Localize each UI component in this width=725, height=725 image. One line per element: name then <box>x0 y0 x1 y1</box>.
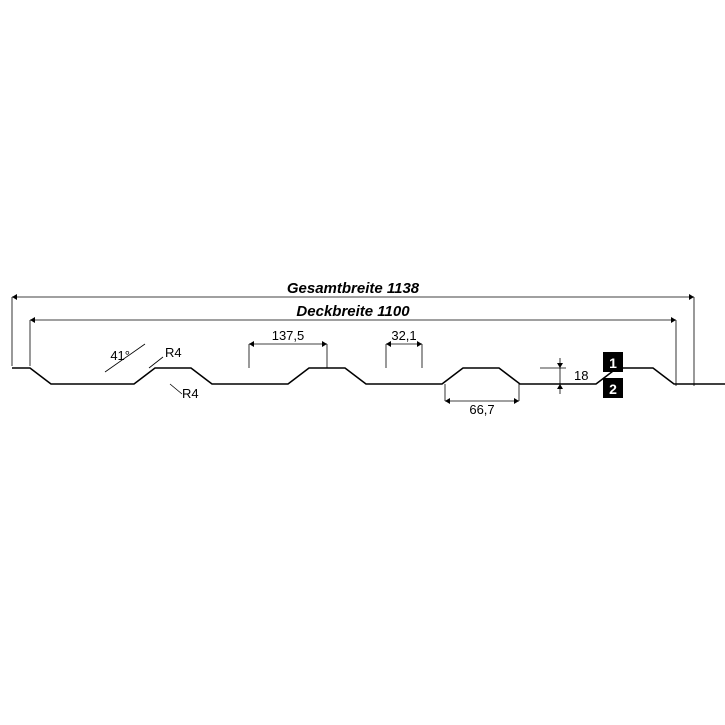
total-width-label: Gesamtbreite 1138 <box>287 280 420 297</box>
dim-top-flat: 32,1 <box>386 328 422 368</box>
top-flat-label: 32,1 <box>391 328 416 343</box>
radius-annotations: R4 R4 <box>149 345 199 401</box>
bottom-flat-label: 66,7 <box>469 402 494 417</box>
side-badges: 1 2 <box>603 352 623 398</box>
profile-diagram: Gesamtbreite 1138 Deckbreite 1100 137,5 … <box>0 0 725 725</box>
angle-label: 41° <box>110 348 130 363</box>
dim-bottom-flat: 66,7 <box>445 384 519 417</box>
cover-width-label: Deckbreite 1100 <box>296 303 410 320</box>
dim-total-width: Gesamtbreite 1138 <box>12 280 694 386</box>
badge-1-label: 1 <box>609 355 617 371</box>
radius-top-label: R4 <box>165 345 182 360</box>
angle-annotation: 41° <box>105 344 145 372</box>
radius-bottom-label: R4 <box>182 386 199 401</box>
height-label: 18 <box>574 368 588 383</box>
dim-pitch: 137,5 <box>249 328 327 368</box>
dim-height: 18 <box>540 358 588 394</box>
badge-2-label: 2 <box>609 381 617 397</box>
pitch-label: 137,5 <box>272 328 305 343</box>
